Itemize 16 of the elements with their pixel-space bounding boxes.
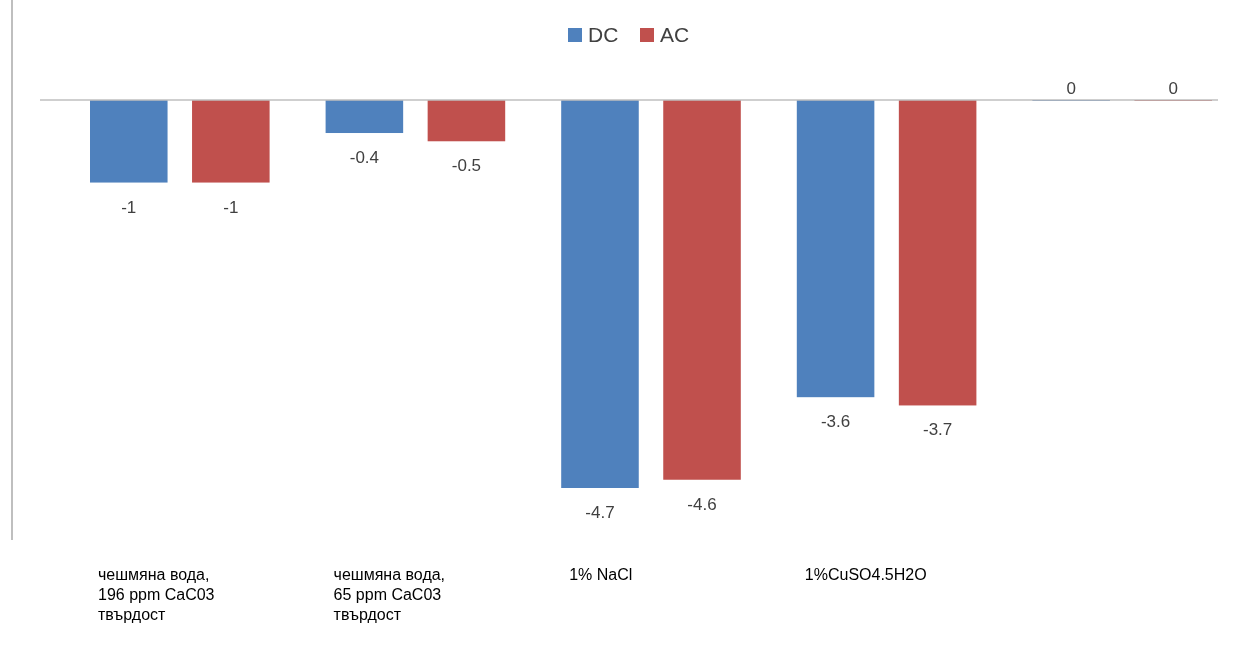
data-label: 0 bbox=[1066, 79, 1076, 98]
data-label: 0 bbox=[1168, 79, 1178, 98]
data-label: -4.7 bbox=[585, 503, 615, 522]
data-label: -0.4 bbox=[349, 148, 380, 168]
x-tick-label: 1%CuSO4.5H2O bbox=[804, 566, 927, 583]
data-label: -4.6 bbox=[687, 494, 717, 514]
x-tick-label: 1% NaCl bbox=[569, 566, 633, 583]
x-tick-label: чешмяна вода, 65 ppm CaC03 твърдост bbox=[333, 566, 446, 623]
legend-label: DC bbox=[588, 23, 619, 46]
data-label: -1 bbox=[223, 197, 239, 217]
x-tick-label: чешмяна вода, 196 ppm CaC03 твърдост bbox=[98, 566, 215, 623]
data-label: -0.5 bbox=[451, 156, 482, 176]
data-label: -3.6 bbox=[820, 412, 851, 432]
legend-label: AC bbox=[660, 23, 690, 46]
data-label: -3.7 bbox=[922, 420, 953, 440]
data-label: -1 bbox=[121, 197, 137, 217]
